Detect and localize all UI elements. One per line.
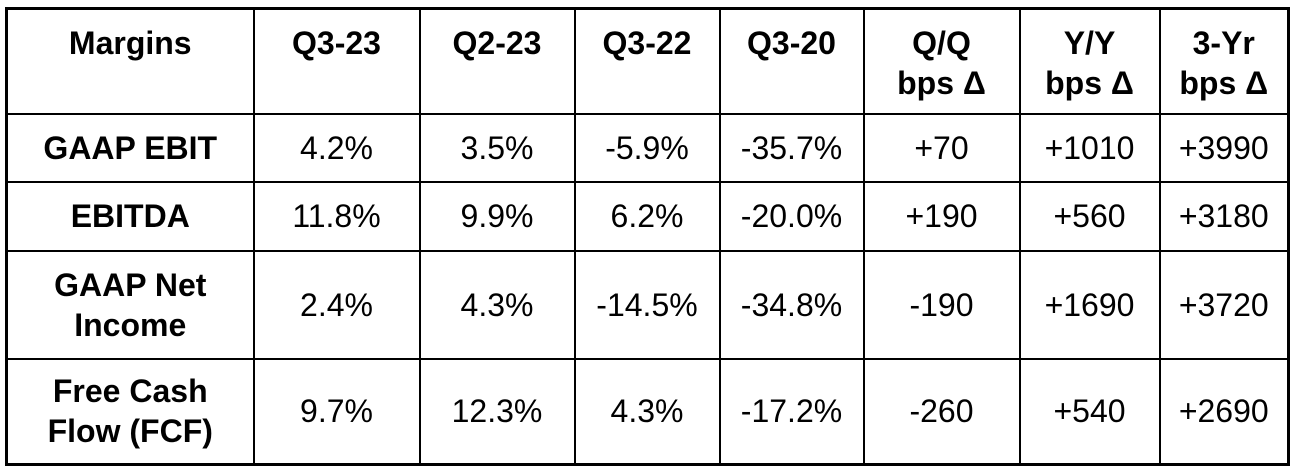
- value-cell: +560: [1018, 180, 1161, 252]
- value-cell: -20.0%: [718, 180, 865, 252]
- header-cell-q2-23: Q2-23: [418, 7, 576, 115]
- header-sublabel: bps Δ: [1045, 65, 1134, 101]
- value-cell: 6.2%: [573, 180, 721, 252]
- value-cell: 12.3%: [418, 357, 576, 466]
- value-cell: 9.7%: [252, 357, 421, 466]
- header-cell-q3-20: Q3-20: [718, 7, 865, 115]
- value-cell: +1010: [1018, 112, 1161, 183]
- value-cell: +190: [862, 180, 1021, 252]
- margins-table: Margins Q3-23 Q2-23 Q3-22 Q3-20: [5, 7, 1290, 466]
- value-cell: +70: [862, 112, 1021, 183]
- value-cell: 2.4%: [252, 249, 421, 360]
- header-label: Q/Q: [912, 25, 971, 61]
- value-cell: -35.7%: [718, 112, 865, 183]
- table-row-gaap-net-income: GAAP Net Income 2.4% 4.3% -14.5% -34.8% …: [5, 249, 1290, 360]
- value-cell: -34.8%: [718, 249, 865, 360]
- header-sublabel: bps Δ: [897, 65, 986, 101]
- value-cell: 4.3%: [418, 249, 576, 360]
- table-row-free-cash-flow: Free Cash Flow (FCF) 9.7% 12.3% 4.3% -17…: [5, 357, 1290, 466]
- value-cell: -14.5%: [573, 249, 721, 360]
- header-label: Q3-23: [292, 25, 381, 61]
- header-cell-3yr-bps: 3-Yr bps Δ: [1158, 7, 1290, 115]
- value-cell: +3990: [1158, 112, 1290, 183]
- header-cell-qq-bps: Q/Q bps Δ: [862, 7, 1021, 115]
- header-label: Q2-23: [452, 25, 542, 61]
- value-cell: -5.9%: [573, 112, 721, 183]
- header-label: 3-Yr: [1192, 25, 1255, 61]
- value-cell: 11.8%: [252, 180, 421, 252]
- value-cell: 4.2%: [252, 112, 421, 183]
- header-label: Margins: [68, 25, 192, 61]
- header-cell-yy-bps: Y/Y bps Δ: [1018, 7, 1161, 115]
- value-cell: 3.5%: [418, 112, 576, 183]
- header-label: Q3-22: [602, 25, 692, 61]
- row-label-cell: GAAP Net Income: [5, 249, 255, 360]
- header-label: Y/Y: [1063, 25, 1116, 61]
- header-cell-q3-23: Q3-23: [252, 7, 421, 115]
- value-cell: +3720: [1158, 249, 1290, 360]
- header-label: Q3-20: [747, 25, 836, 61]
- table-row-gaap-ebit: GAAP EBIT 4.2% 3.5% -5.9% -35.7% +70 +10…: [5, 112, 1290, 183]
- header-sublabel: bps Δ: [1179, 65, 1269, 101]
- value-cell: -190: [862, 249, 1021, 360]
- header-cell-margins: Margins: [5, 7, 255, 115]
- row-label-cell: EBITDA: [5, 180, 255, 252]
- header-cell-q3-22: Q3-22: [573, 7, 721, 115]
- value-cell: +3180: [1158, 180, 1290, 252]
- value-cell: 4.3%: [573, 357, 721, 466]
- row-label-cell: Free Cash Flow (FCF): [5, 357, 255, 466]
- value-cell: -17.2%: [718, 357, 865, 466]
- header-row: Margins Q3-23 Q2-23 Q3-22 Q3-20: [5, 7, 1290, 115]
- value-cell: +540: [1018, 357, 1161, 466]
- value-cell: +2690: [1158, 357, 1290, 466]
- row-label-cell: GAAP EBIT: [5, 112, 255, 183]
- value-cell: +1690: [1018, 249, 1161, 360]
- value-cell: 9.9%: [418, 180, 576, 252]
- table-row-ebitda: EBITDA 11.8% 9.9% 6.2% -20.0% +190 +560 …: [5, 180, 1290, 252]
- value-cell: -260: [862, 357, 1021, 466]
